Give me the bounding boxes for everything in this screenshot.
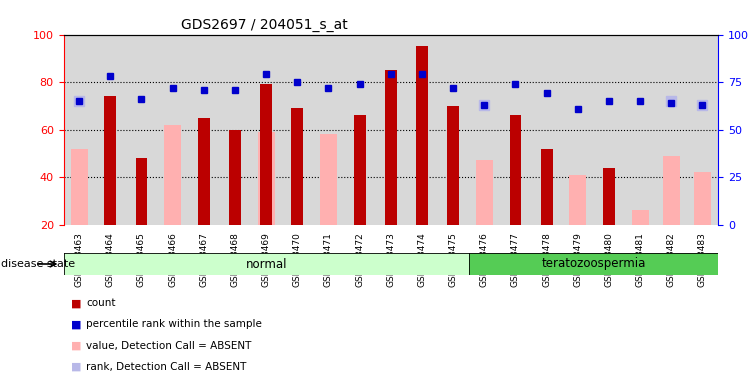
Text: ■: ■: [71, 298, 82, 308]
Bar: [344, 35, 375, 225]
Text: normal: normal: [245, 258, 287, 270]
Bar: [625, 35, 656, 225]
Bar: [164, 125, 181, 225]
Bar: [531, 35, 562, 225]
Bar: [469, 35, 500, 225]
Bar: [509, 115, 521, 225]
Bar: [541, 149, 553, 225]
Bar: [447, 106, 459, 225]
Text: count: count: [86, 298, 115, 308]
Bar: [656, 35, 687, 225]
Text: value, Detection Call = ABSENT: value, Detection Call = ABSENT: [86, 341, 251, 351]
Text: ■: ■: [71, 362, 82, 372]
Bar: [257, 132, 275, 225]
Bar: [188, 35, 219, 225]
Bar: [251, 35, 282, 225]
Text: disease state: disease state: [1, 259, 76, 269]
Bar: [631, 210, 649, 225]
Bar: [320, 134, 337, 225]
Bar: [416, 46, 428, 225]
Bar: [282, 35, 313, 225]
Bar: [292, 108, 303, 225]
Bar: [126, 35, 157, 225]
Text: GDS2697 / 204051_s_at: GDS2697 / 204051_s_at: [181, 18, 348, 32]
Bar: [500, 35, 531, 225]
Bar: [354, 115, 366, 225]
Text: ■: ■: [71, 319, 82, 329]
Bar: [687, 35, 718, 225]
Bar: [476, 161, 493, 225]
Bar: [438, 35, 469, 225]
Bar: [375, 35, 406, 225]
Text: rank, Detection Call = ABSENT: rank, Detection Call = ABSENT: [86, 362, 246, 372]
Bar: [603, 168, 615, 225]
Bar: [105, 96, 116, 225]
Bar: [562, 35, 593, 225]
Bar: [694, 172, 711, 225]
Bar: [313, 35, 344, 225]
Bar: [406, 35, 438, 225]
Text: teratozoospermia: teratozoospermia: [542, 258, 646, 270]
Bar: [135, 158, 147, 225]
Bar: [260, 84, 272, 225]
Bar: [95, 35, 126, 225]
Bar: [70, 149, 88, 225]
Bar: [219, 35, 251, 225]
Bar: [157, 35, 188, 225]
Bar: [229, 130, 241, 225]
Bar: [198, 118, 209, 225]
Bar: [64, 35, 95, 225]
Bar: [569, 175, 586, 225]
Text: ■: ■: [71, 341, 82, 351]
Bar: [663, 156, 680, 225]
Text: percentile rank within the sample: percentile rank within the sample: [86, 319, 262, 329]
Bar: [593, 35, 625, 225]
Bar: [385, 70, 396, 225]
